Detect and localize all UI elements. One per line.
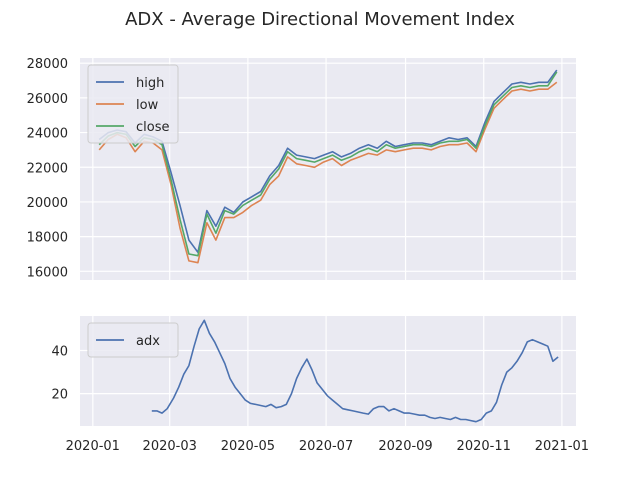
adx-legend: adx [87, 322, 179, 358]
price-y-ticks: 16000 18000 20000 22000 24000 26000 28000 [27, 57, 68, 280]
x-tick-label-6: 2021-01 [535, 439, 589, 454]
adx-y-tick-label-1: 40 [51, 345, 68, 360]
chart-title: ADX - Average Directional Movement Index [125, 9, 515, 30]
series-line-adx [151, 319, 559, 423]
price-y-tick-label-6: 28000 [27, 57, 68, 72]
price-y-tick-label-0: 16000 [27, 265, 68, 280]
series-line-close [98, 71, 558, 257]
x-tick-label-3: 2020-07 [299, 439, 353, 454]
price-panel: 16000 18000 20000 22000 24000 26000 28000 high… [27, 57, 576, 280]
price-y-tick-label-2: 20000 [27, 196, 68, 211]
legend-label-adx: adx [136, 334, 160, 349]
series-line-low [98, 81, 558, 264]
price-grid [80, 58, 576, 280]
price-legend: high low close [87, 64, 179, 144]
legend-label-low: low [136, 98, 159, 113]
adx-y-tick-label-0: 20 [51, 388, 68, 403]
series-line-high [98, 69, 558, 254]
x-tick-label-2: 2020-05 [221, 439, 275, 454]
price-series [98, 69, 558, 264]
price-y-tick-label-4: 24000 [27, 127, 68, 142]
price-legend-box [87, 64, 179, 144]
adx-legend-box [87, 322, 179, 358]
price-y-tick-label-1: 18000 [27, 231, 68, 246]
x-tick-label-1: 2020-03 [143, 439, 197, 454]
price-y-tick-label-5: 26000 [27, 92, 68, 107]
x-tick-label-4: 2020-09 [378, 439, 432, 454]
legend-label-high: high [136, 76, 164, 91]
legend-label-close: close [136, 120, 169, 135]
x-tick-labels: 2020-01 2020-03 2020-05 2020-07 2020-09 2020-… [66, 439, 589, 454]
x-tick-label-5: 2020-11 [457, 439, 511, 454]
x-tick-label-0: 2020-01 [66, 439, 120, 454]
adx-series [151, 319, 559, 423]
price-y-tick-label-3: 22000 [27, 161, 68, 176]
